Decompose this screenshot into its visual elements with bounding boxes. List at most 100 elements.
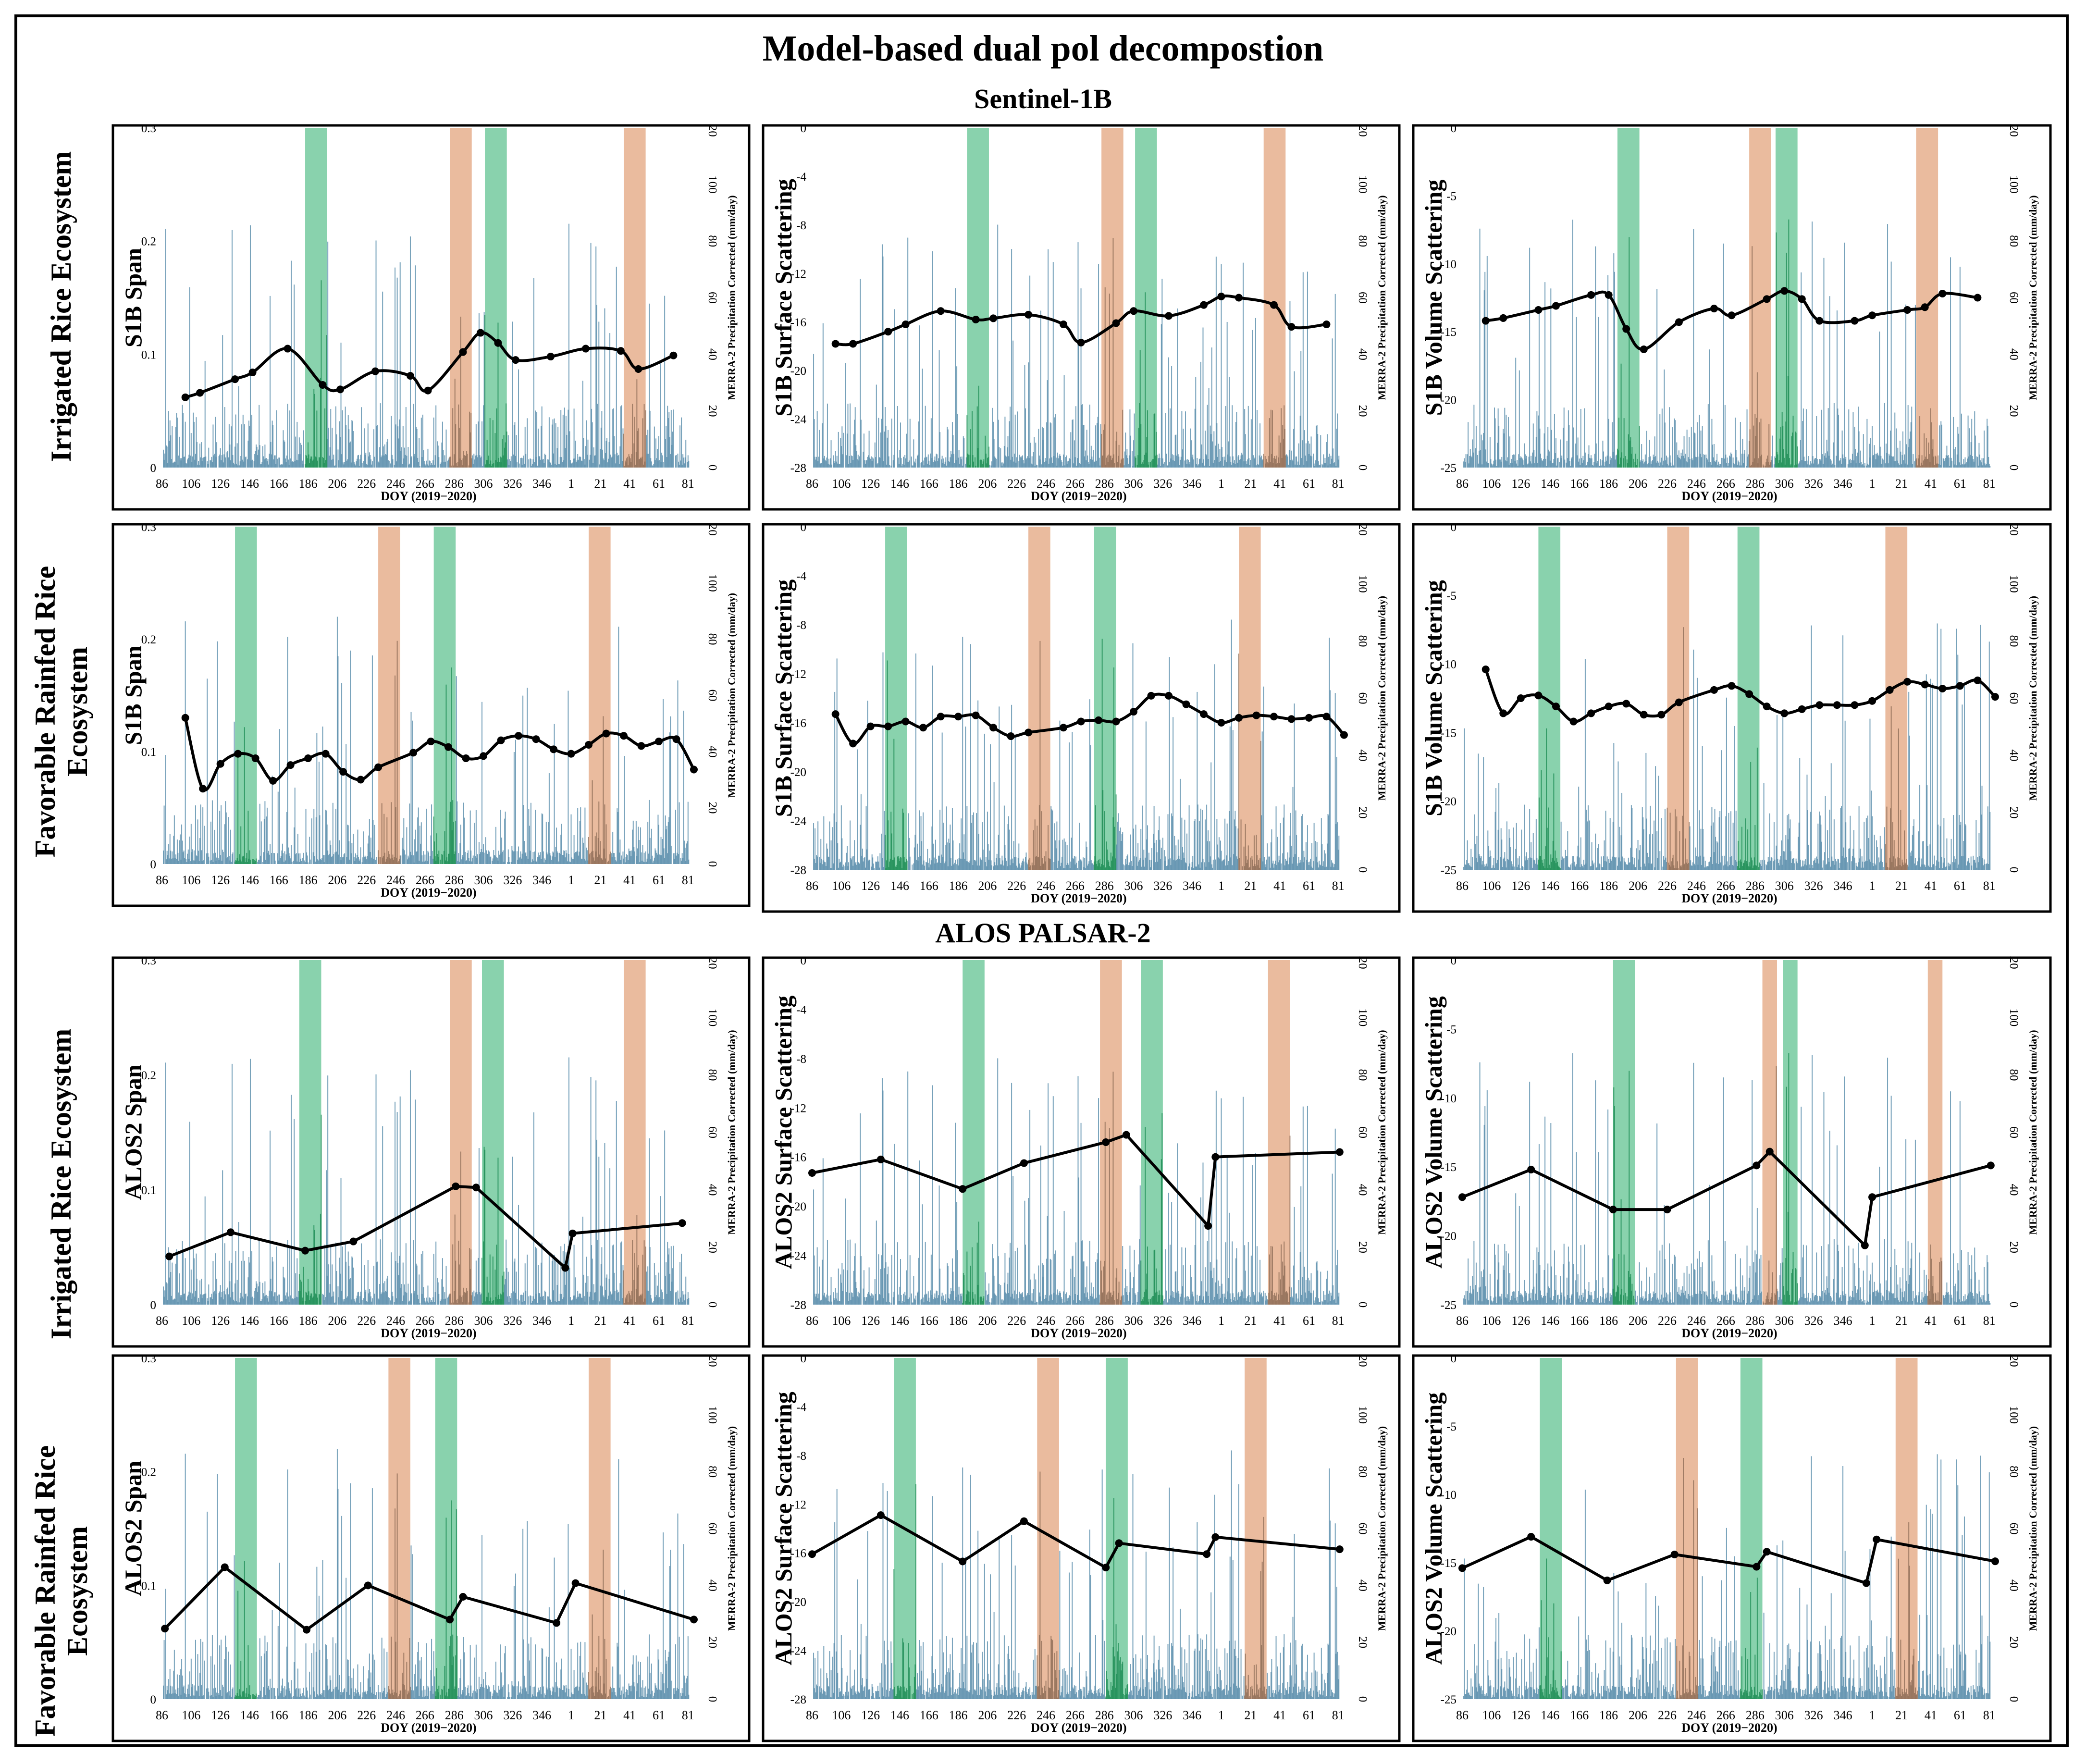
precip-bar: [353, 834, 354, 864]
precip-bar: [1606, 460, 1607, 468]
precip-bar: [1953, 815, 1954, 870]
precip-bar: [576, 462, 577, 468]
precip-bar: [558, 861, 559, 864]
precip-bar: [221, 805, 222, 864]
series-point: [406, 372, 414, 380]
precip-bar: [262, 1283, 263, 1305]
precip-bar: [1323, 463, 1325, 468]
series-point: [1287, 715, 1296, 723]
precip-bar: [273, 459, 274, 468]
precip-bar: [166, 851, 168, 864]
precip-bar: [385, 862, 386, 864]
precip-bar: [523, 456, 524, 468]
precip-bar: [1728, 463, 1729, 468]
y2-tick-label: 120: [2007, 124, 2020, 137]
precip-bar: [1755, 865, 1756, 870]
precip-bar: [1806, 775, 1808, 870]
precip-bar: [288, 847, 289, 864]
precip-bar: [1205, 866, 1207, 870]
precip-bar: [1061, 460, 1062, 468]
precip-bar: [1117, 822, 1118, 870]
y2-tick-label: 60: [706, 690, 719, 702]
series-point: [1798, 295, 1806, 303]
precip-bar: [1497, 829, 1499, 870]
precip-bar: [387, 1275, 388, 1305]
precip-bar: [1601, 866, 1603, 870]
precip-bar: [1724, 458, 1725, 468]
precip-bar: [1207, 405, 1208, 468]
precip-bar: [455, 1260, 457, 1305]
precip-bar: [371, 464, 372, 468]
precip-bar: [1524, 443, 1525, 468]
precip-bar: [545, 455, 546, 468]
precip-bar: [1761, 455, 1763, 468]
precip-bar: [1063, 838, 1065, 870]
precip-bar: [1927, 846, 1928, 870]
precip-bar: [1332, 338, 1333, 468]
precip-bar: [1863, 867, 1864, 870]
precip-bar: [1181, 817, 1183, 870]
precip-bar: [928, 867, 930, 870]
y2-tick-label: 100: [1356, 575, 1369, 593]
precip-bar: [539, 1293, 541, 1305]
precip-bar: [1849, 459, 1850, 468]
precip-bar: [982, 850, 984, 870]
precip-bar: [1953, 856, 1955, 870]
precip-bar: [184, 456, 185, 468]
precip-bar: [1882, 459, 1884, 468]
precip-bar: [1503, 859, 1504, 870]
precip-bar: [1747, 456, 1749, 468]
precip-bar: [1514, 866, 1515, 870]
precip-bar: [893, 739, 895, 870]
precip-bar: [1880, 456, 1882, 468]
precip-bar: [1099, 465, 1101, 468]
precip-bar: [687, 841, 688, 864]
precip-bar: [173, 815, 175, 864]
precip-bar: [1557, 457, 1559, 468]
precip-bar: [999, 447, 1000, 468]
precip-bar: [385, 1291, 387, 1305]
precip-bar: [1285, 455, 1286, 468]
precip-bar: [1538, 859, 1539, 870]
precip-bar: [906, 433, 907, 468]
precip-bar: [1232, 865, 1233, 870]
x-tick-label: 81: [682, 477, 694, 491]
precip-bar: [1709, 861, 1710, 870]
precip-bar: [652, 465, 653, 468]
precip-bar: [1228, 441, 1229, 468]
precip-bar: [956, 864, 958, 870]
precip-bar: [1525, 856, 1527, 870]
precip-bar: [410, 712, 412, 864]
precip-bar: [649, 303, 650, 468]
precip-bar: [239, 461, 241, 468]
precip-bar: [1742, 863, 1744, 870]
precip-bar: [1559, 867, 1560, 870]
precip-bar: [235, 1251, 236, 1305]
precip-bar: [249, 850, 250, 864]
precip-bar: [391, 858, 393, 864]
precip-bar: [208, 1284, 210, 1305]
precip-bar: [1195, 866, 1197, 870]
precip-bar: [1034, 437, 1035, 468]
precip-bar: [190, 433, 192, 468]
orange-band: [1263, 128, 1286, 468]
precip-bar: [297, 460, 298, 468]
precip-bar: [1849, 848, 1850, 870]
precip-bar: [332, 856, 333, 864]
precip-bar: [595, 246, 597, 468]
precip-bar: [1941, 857, 1942, 870]
precip-bar: [285, 1299, 287, 1305]
precip-bar: [1707, 866, 1709, 870]
precip-bar: [315, 1294, 317, 1305]
precip-bar: [1868, 465, 1869, 468]
precip-bar: [819, 464, 821, 468]
x-tick-label: 41: [1273, 477, 1286, 491]
precip-bar: [660, 837, 662, 864]
precip-bar: [376, 1262, 378, 1305]
precip-bar: [427, 448, 429, 468]
precip-bar: [1945, 866, 1947, 870]
precip-bar: [1234, 464, 1236, 468]
precip-bar: [562, 1299, 563, 1305]
precip-bar: [933, 843, 934, 870]
precip-bar: [540, 459, 541, 468]
